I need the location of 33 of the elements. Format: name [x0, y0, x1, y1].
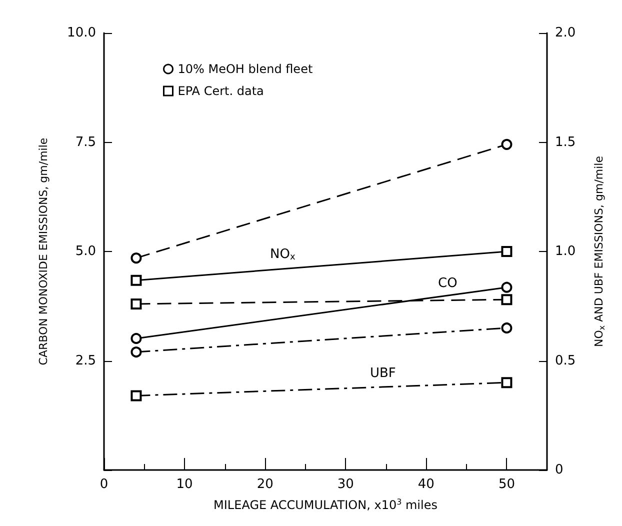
point: [130, 274, 142, 286]
point: [501, 294, 512, 306]
point: [130, 332, 142, 344]
annotation: CO: [438, 276, 458, 291]
y2-tick-label: 1.5: [555, 134, 576, 150]
y2-tick-label: 1.0: [555, 244, 576, 259]
y-tick-label: 10.0: [67, 26, 96, 40]
y-tick-label: 5.0: [75, 244, 96, 259]
x-tick-label: 20: [256, 477, 274, 492]
y2-tick-label: 0: [555, 462, 564, 478]
y-axis-title: CARBON MONOXIDE EMISSIONS, gm/mile: [37, 138, 50, 366]
x-tick-label: 10: [176, 477, 193, 492]
legend-label: EPA Cert. data: [178, 84, 264, 98]
y-tick-label: 7.5: [75, 134, 96, 150]
point: [501, 377, 512, 388]
x-tick-label: 30: [337, 477, 354, 492]
y2-axis-title: NOx AND UBF EMISSIONS, gm/mile: [592, 156, 606, 348]
y2-tick-label: 2.0: [555, 26, 576, 40]
x-tick-label: 40: [418, 477, 434, 492]
point: [130, 298, 142, 310]
y-tick-label: 2.5: [75, 353, 96, 368]
annotation: UBF: [370, 366, 396, 381]
legend-label: 10% MeOH blend fleet: [178, 62, 313, 76]
point: [501, 138, 512, 150]
point: [130, 252, 142, 264]
point: [501, 246, 512, 257]
point: [130, 346, 142, 358]
point: [501, 282, 512, 293]
y2-tick-label: 0.5: [555, 353, 576, 368]
x-tick-label: 50: [498, 477, 515, 492]
point: [501, 322, 512, 334]
x-tick-label: 0: [100, 477, 108, 492]
point: [130, 390, 142, 402]
